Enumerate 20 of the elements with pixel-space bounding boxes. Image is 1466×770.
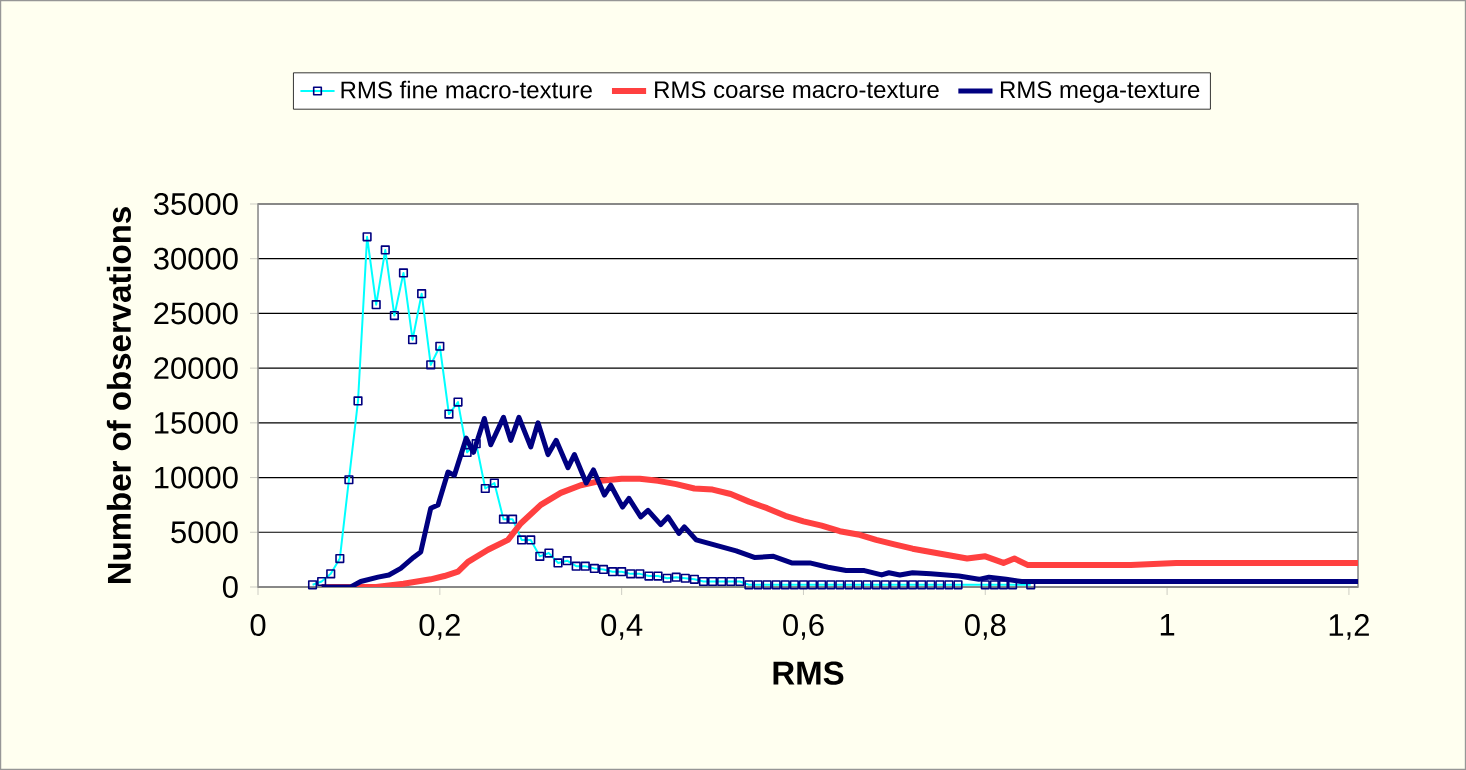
y-axis-title: Number of observations xyxy=(106,207,131,584)
y-tick-label: 10000 xyxy=(155,466,238,489)
y-tick-label: 5000 xyxy=(171,521,238,544)
y-tick-label: 25000 xyxy=(154,302,238,325)
x-tick-label: 0,6 xyxy=(783,614,824,640)
y-tick-label: 20000 xyxy=(154,357,238,380)
x-tick-label: 1,2 xyxy=(1329,614,1369,640)
x-tick-label: 0,4 xyxy=(601,614,643,640)
legend-label: RMS fine macro-texture xyxy=(341,80,592,99)
x-tick-label: 1 xyxy=(1160,614,1175,636)
x-tick-label: 0 xyxy=(250,614,266,637)
legend-label: RMS coarse macro-texture xyxy=(655,81,939,99)
x-tick-label: 0,2 xyxy=(419,614,460,640)
y-tick-label: 0 xyxy=(222,576,238,598)
y-tick-label: 35000 xyxy=(153,193,238,215)
x-axis-title: RMS xyxy=(773,661,844,685)
y-tick-label: 15000 xyxy=(155,411,238,434)
y-tick-label: 30000 xyxy=(153,247,238,270)
x-tick-label: 0,8 xyxy=(964,614,1006,640)
legend-label: RMS mega-texture xyxy=(1000,81,1200,103)
